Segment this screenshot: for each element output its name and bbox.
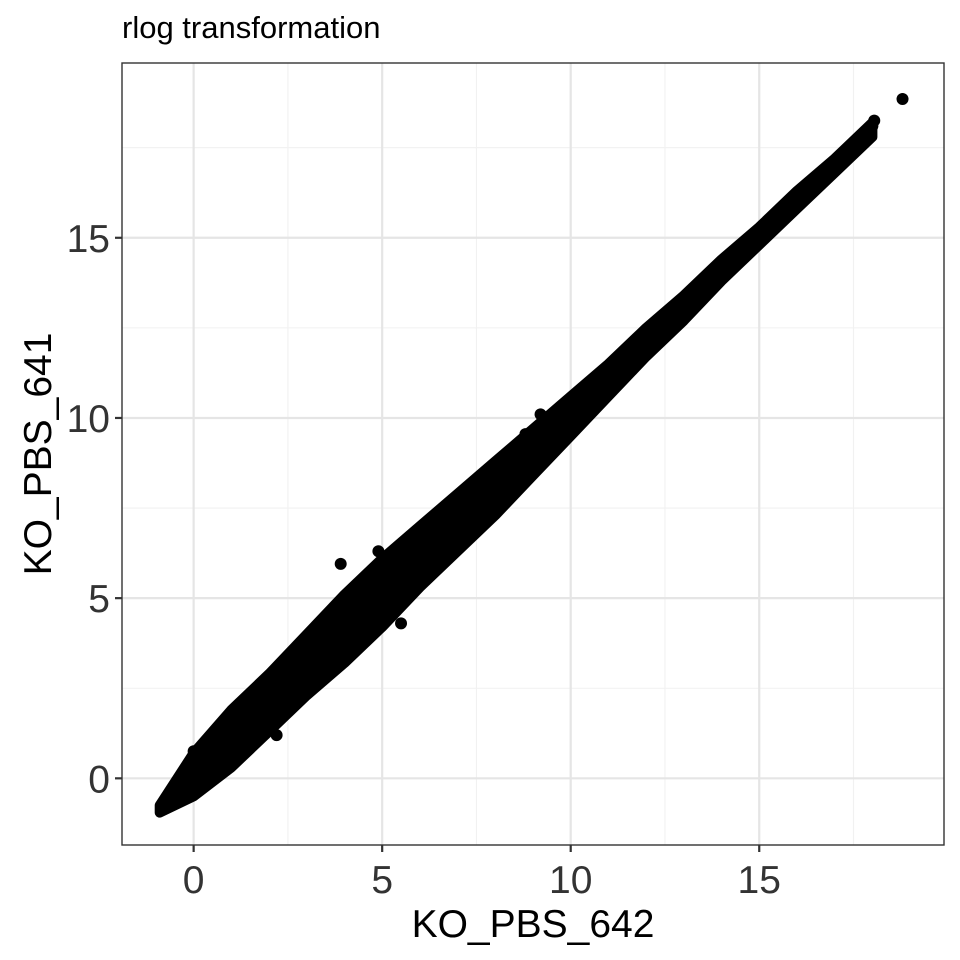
data-point: [263, 678, 276, 691]
data-point: [334, 557, 347, 570]
data-point: [855, 138, 868, 151]
x-axis-title: KO_PBS_642: [412, 903, 655, 946]
x-tick-label: 15: [738, 859, 781, 902]
data-point: [519, 428, 532, 441]
data-point: [534, 408, 547, 421]
panel-border: [121, 62, 945, 846]
data-point: [323, 626, 336, 639]
data-point: [896, 93, 909, 106]
points-band-layer: [154, 117, 878, 818]
dense-points-band: [154, 117, 878, 818]
data-point: [372, 545, 385, 558]
chart-title: rlog transformation: [122, 10, 380, 45]
ticks-layer: 0 5 10 15 0 5 10 15: [67, 218, 781, 902]
data-point: [843, 145, 856, 158]
grid-layer: [122, 63, 944, 845]
points-layer: [187, 93, 909, 758]
data-point: [187, 745, 200, 758]
data-point: [868, 114, 881, 127]
y-tick-label: 15: [67, 218, 110, 261]
data-point: [466, 498, 479, 511]
y-tick-label: 10: [67, 398, 110, 441]
x-tick-label: 10: [549, 859, 592, 902]
data-point: [270, 729, 283, 742]
y-axis-title: KO_PBS_641: [17, 333, 60, 576]
data-point: [395, 617, 408, 630]
y-tick-label: 5: [88, 578, 110, 621]
x-tick-label: 5: [371, 859, 393, 902]
y-tick-label: 0: [88, 758, 110, 801]
x-tick-label: 0: [183, 859, 205, 902]
